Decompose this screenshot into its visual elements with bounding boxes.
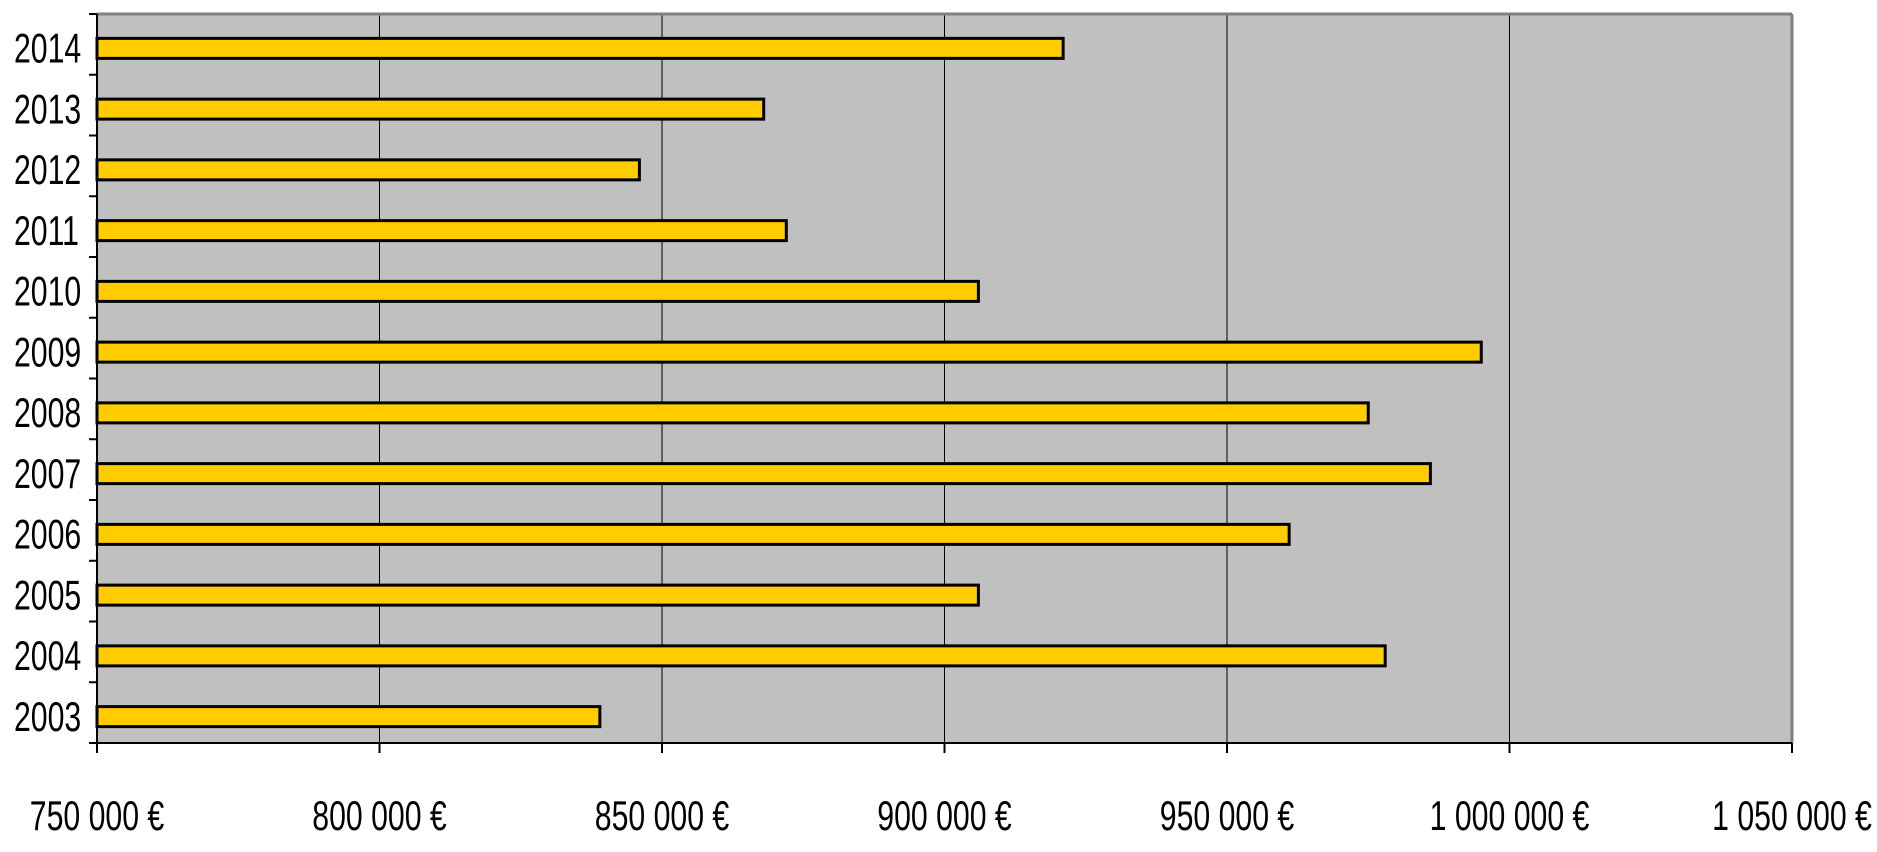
x-tick-label: 750 000 € bbox=[30, 792, 164, 839]
bar-2012 bbox=[95, 158, 641, 182]
bar-2010 bbox=[95, 279, 980, 303]
y-tick-label: 2006 bbox=[14, 511, 81, 558]
plot-frame bbox=[89, 12, 1794, 753]
y-axis-labels: 2003 2004 2005 2006 2007 2008 2009 2010 2011 2012… bbox=[14, 25, 81, 740]
x-tick-label: 900 000 € bbox=[877, 792, 1011, 839]
x-axis-labels: 750 000 € 800 000 € 850 000 € 900 000 € 950 … bbox=[30, 792, 1872, 839]
x-tick-label: 950 000 € bbox=[1160, 792, 1294, 839]
bar-2011 bbox=[95, 219, 788, 243]
bar-2014 bbox=[95, 36, 1065, 60]
y-tick-label: 2013 bbox=[14, 86, 81, 133]
gridlines bbox=[379, 14, 1510, 743]
bar-2006 bbox=[95, 522, 1291, 546]
y-tick-label: 2003 bbox=[14, 693, 81, 740]
x-tick-label: 1 000 000 € bbox=[1430, 792, 1590, 839]
bar-2007 bbox=[95, 462, 1432, 486]
y-tick-label: 2014 bbox=[14, 25, 81, 72]
y-tick-label: 2005 bbox=[14, 572, 81, 619]
y-tick-label: 2008 bbox=[14, 389, 81, 436]
x-tick-label: 1 050 000 € bbox=[1712, 792, 1872, 839]
bar-2005 bbox=[95, 583, 980, 607]
y-tick-label: 2011 bbox=[14, 207, 79, 254]
x-tick-label: 850 000 € bbox=[595, 792, 729, 839]
y-tick-label: 2007 bbox=[14, 450, 81, 497]
bars bbox=[95, 36, 1483, 729]
x-tick-label: 800 000 € bbox=[312, 792, 446, 839]
y-tick-label: 2009 bbox=[14, 329, 81, 376]
bar-2008 bbox=[95, 401, 1370, 425]
bar-2004 bbox=[95, 644, 1387, 668]
y-tick-label: 2012 bbox=[14, 146, 81, 193]
bar-2013 bbox=[95, 97, 766, 121]
bar-2009 bbox=[95, 340, 1483, 364]
y-tick-label: 2004 bbox=[14, 632, 81, 679]
y-tick-label: 2010 bbox=[14, 268, 81, 315]
bar-2003 bbox=[95, 705, 602, 729]
